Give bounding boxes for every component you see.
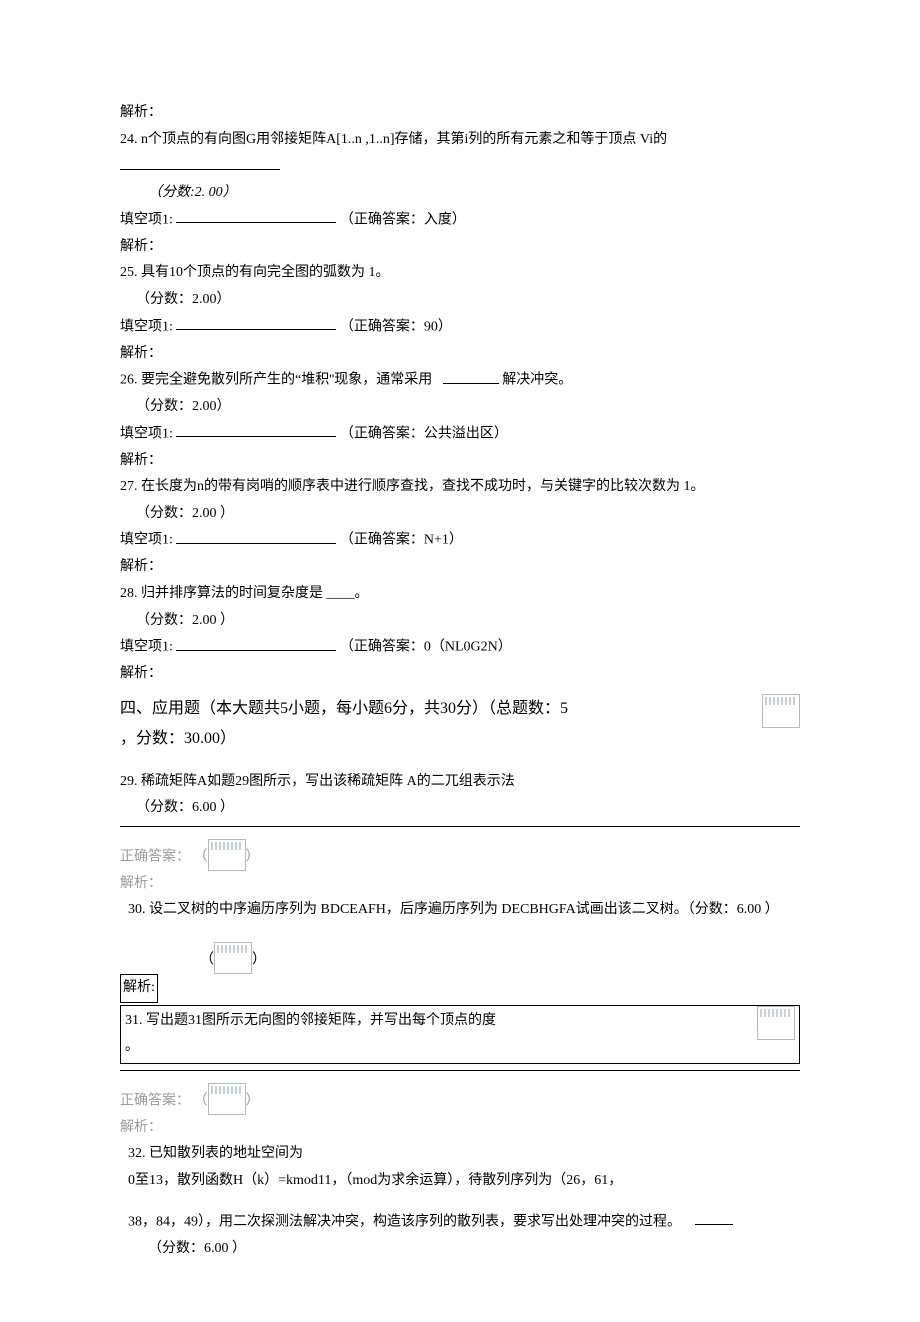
q28-fill: 填空项1: （正确答案：0（NL0G2N） <box>120 634 800 661</box>
q24-blank-trail <box>120 153 280 169</box>
q26-inline-blank <box>443 367 499 383</box>
paren-close: ） <box>252 952 266 967</box>
paren-close: ） <box>246 849 260 864</box>
q26-fill: 填空项1: （正确答案：公共溢出区） <box>120 421 800 448</box>
q26-score: （分数：2.00） <box>120 394 800 421</box>
q28-blank-label: 填空项1: <box>120 640 173 655</box>
q32-line2: 0至13，散列函数H（k）=kmod11，（mod为求余运算），待散列序列为（2… <box>120 1168 800 1195</box>
q27-fill: 填空项1: （正确答案：N+1） <box>120 527 800 554</box>
q26-jiexi: 解析： <box>120 448 800 475</box>
q29-jiexi: 解析： <box>120 871 800 898</box>
q26-text-a: 26. 要完全避免散列所产生的“堆积''现象，通常采用 <box>120 373 432 388</box>
analysis-label: 解析： <box>120 100 800 127</box>
q24-prompt: 24. n个顶点的有向图G用邻接矩阵A[1..n ,1..n]存储，其第i列的所… <box>120 127 800 181</box>
q24-text: 24. n个顶点的有向图G用邻接矩阵A[1..n ,1..n]存储，其第i列的所… <box>120 132 667 147</box>
q27-blank-label: 填空项1: <box>120 533 173 548</box>
q30-jiexi-label: 解析: <box>120 974 158 1003</box>
q30-jiexi: 解析: <box>120 974 800 1003</box>
q32-line1: 32. 已知散列表的地址空间为 <box>120 1141 800 1168</box>
paren-close: ） <box>246 1093 260 1108</box>
q28-jiexi: 解析： <box>120 661 800 688</box>
q31-box: 31. 写出题31图所示无向图的邻接矩阵，并写出每个顶点的度 。 <box>120 1005 800 1064</box>
q25-answer: （正确答案：90） <box>340 319 452 334</box>
figure-placeholder-icon <box>762 694 800 728</box>
section4-title-b: ，分数：30.00） <box>120 730 236 747</box>
q26-text-b: 解决冲突。 <box>502 373 572 388</box>
q32-score: （分数：6.00 ） <box>120 1236 800 1263</box>
answer-image-placeholder <box>208 1083 246 1115</box>
q29-prompt: 29. 稀疏矩阵A如题29图所示，写出该稀疏矩阵 A的二兀组表示法 <box>120 769 800 796</box>
q26-blank-label: 填空项1: <box>120 426 173 441</box>
paren-open: （ <box>194 849 208 864</box>
q25-score: （分数：2.00） <box>120 287 800 314</box>
answer-image-placeholder <box>208 839 246 871</box>
q32-line3-text: 38，84，49），用二次探测法解决冲突，构造该序列的散列表，要求写出处理冲突的… <box>128 1214 681 1229</box>
q28-blank-line <box>176 634 336 650</box>
q31-text-a: 31. 写出题31图所示无向图的邻接矩阵，并写出每个顶点的度 <box>125 1013 496 1028</box>
paren-open: （ <box>200 952 214 967</box>
q29-answer-label: 正确答案： <box>120 849 190 864</box>
q26-prompt: 26. 要完全避免散列所产生的“堆积''现象，通常采用 解决冲突。 <box>120 367 800 394</box>
q27-blank-line <box>176 527 336 543</box>
q24-answer: （正确答案：入度） <box>340 212 466 227</box>
q28-score: （分数：2.00 ） <box>120 608 800 635</box>
section4-title-a: 四、应用题（本大题共5小题，每小题6分，共30分）（总题数：5 <box>120 700 568 717</box>
q27-prompt: 27. 在长度为n的带有岗哨的顺序表中进行顺序查找，查找不成功时，与关键字的比较… <box>120 474 800 501</box>
q31-text-b: 。 <box>125 1039 139 1054</box>
q24-jiexi: 解析： <box>120 234 800 261</box>
q30-prompt: 30. 设二叉树的中序遍历序列为 BDCEAFH，后序遍历序列为 DECBHGF… <box>120 897 800 924</box>
q31-answer-label: 正确答案： <box>120 1093 190 1108</box>
divider <box>120 1070 800 1071</box>
q25-jiexi: 解析： <box>120 341 800 368</box>
q26-answer: （正确答案：公共溢出区） <box>340 426 508 441</box>
answer-image-placeholder <box>214 942 252 974</box>
q25-blank-line <box>176 314 336 330</box>
q31-jiexi: 解析： <box>120 1115 800 1142</box>
q25-fill: 填空项1: （正确答案：90） <box>120 314 800 341</box>
figure-placeholder-icon <box>757 1006 795 1040</box>
q32-line3: 38，84，49），用二次探测法解决冲突，构造该序列的散列表，要求写出处理冲突的… <box>120 1209 800 1236</box>
q25-prompt: 25. 具有10个顶点的有向完全图的弧数为 1。 <box>120 260 800 287</box>
q24-fill: 填空项1: （正确答案：入度） <box>120 207 800 234</box>
q24-blank-line <box>176 207 336 223</box>
q29-score: （分数：6.00 ） <box>120 795 800 822</box>
q27-answer: （正确答案：N+1） <box>340 533 463 548</box>
q32-trailing-blank <box>695 1209 733 1225</box>
q28-prompt: 28. 归并排序算法的时间复杂度是 ____。 <box>120 581 800 608</box>
divider <box>120 826 800 827</box>
q30-answer-row: （） <box>120 942 800 974</box>
section4-title: 四、应用题（本大题共5小题，每小题6分，共30分）（总题数：5 ，分数：30.0… <box>120 694 800 755</box>
paren-open: （ <box>194 1093 208 1108</box>
q29-answer-row: 正确答案： （ ） <box>120 839 800 871</box>
q31-answer-row: 正确答案： （ ） <box>120 1083 800 1115</box>
q24-blank-label: 填空项1: <box>120 212 173 227</box>
q26-blank-line <box>176 421 336 437</box>
q28-answer: （正确答案：0（NL0G2N） <box>340 640 512 655</box>
q27-jiexi: 解析： <box>120 554 800 581</box>
q24-score: （分数:2. 00） <box>120 180 800 207</box>
q27-score: （分数：2.00 ） <box>120 501 800 528</box>
q25-blank-label: 填空项1: <box>120 319 173 334</box>
